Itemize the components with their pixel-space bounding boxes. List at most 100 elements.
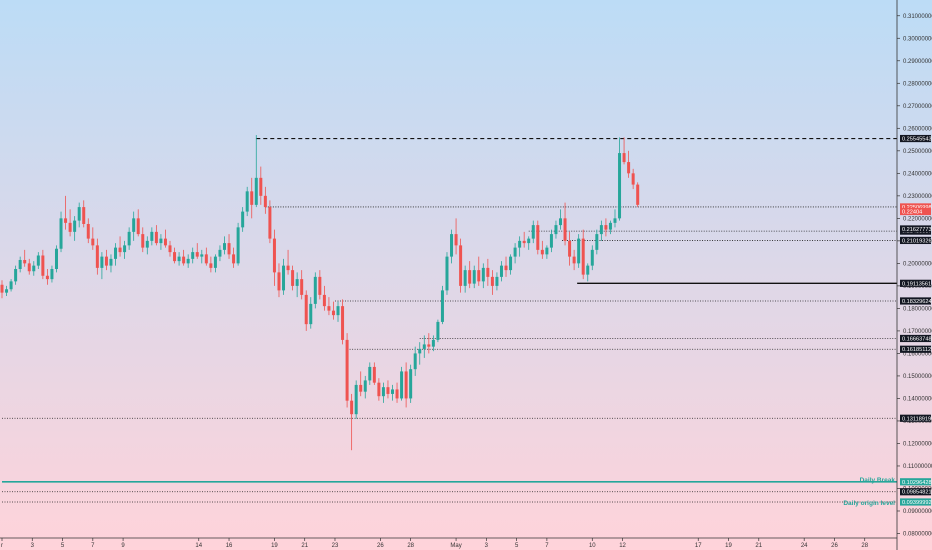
candle-body	[459, 245, 463, 286]
price-tag[interactable]	[900, 478, 931, 486]
candle-body	[95, 245, 99, 268]
candle-body	[445, 256, 449, 291]
price-tag[interactable]	[900, 236, 931, 245]
candle-body	[68, 222, 72, 232]
price-tag[interactable]	[900, 279, 931, 287]
price-tag-label: 0.16663748	[902, 336, 932, 342]
price-tag-label: 0.21627773	[902, 227, 932, 233]
candle-body	[145, 240, 149, 248]
price-tick-label: 0.30000000	[903, 36, 932, 42]
candle-body	[14, 269, 18, 282]
candle-body	[568, 240, 572, 257]
candle-body	[422, 344, 426, 349]
candle-body	[222, 243, 226, 250]
time-tick-label: 26	[831, 543, 838, 549]
time-tick-label: 7	[545, 543, 549, 549]
time-tick-label: 24	[801, 543, 808, 549]
candle-body	[177, 256, 181, 262]
price-tag-label: 0.16185112	[902, 347, 931, 353]
candle-body	[354, 384, 358, 415]
candle-body	[304, 294, 308, 325]
price-tag[interactable]	[900, 207, 931, 216]
candle-body	[350, 400, 354, 415]
time-axis[interactable]: r 3 5 7 9 14 16 19 21 23 26 28 May 3 5 7 10 12 17 19 21 24 26 2…	[1, 538, 869, 549]
price-tick-label: 0.15000000	[903, 374, 932, 380]
price-tag-label: 0.21019326	[902, 238, 932, 244]
candle-body	[331, 310, 335, 316]
time-tick-label: 26	[377, 543, 384, 549]
candle-body	[345, 339, 349, 401]
price-tick-label: 0.18000000	[903, 306, 932, 312]
candle-body	[241, 211, 245, 228]
candle-body	[0, 284, 4, 293]
candle-body	[454, 234, 458, 246]
candle-body	[440, 290, 444, 322]
price-tag-label: 0.22404	[902, 210, 922, 216]
time-tick-label: 21	[755, 543, 762, 549]
candle-body	[540, 249, 544, 255]
candle-body	[627, 162, 631, 174]
time-tick-label: 19	[725, 543, 732, 549]
candle-body	[286, 265, 290, 271]
candle-body	[504, 265, 508, 271]
candle-body	[322, 294, 326, 307]
candle-body	[313, 276, 317, 304]
candle-body	[54, 248, 58, 269]
price-tick-label: 0.23000000	[903, 194, 932, 200]
price-tag[interactable]	[900, 498, 931, 506]
price-tag[interactable]	[900, 297, 931, 305]
candle-body	[577, 238, 581, 264]
candle-body	[254, 177, 258, 205]
time-tick-label: 5	[515, 543, 519, 549]
levels-layer	[2, 137, 897, 503]
candle-body	[468, 270, 472, 284]
candle-body	[409, 369, 413, 399]
candle-body	[295, 279, 299, 286]
candle-body	[114, 247, 118, 259]
price-tag[interactable]	[900, 488, 931, 496]
candle-body	[390, 389, 394, 394]
time-tick-label: 5	[61, 543, 65, 549]
price-tick-label: 0.29000000	[903, 59, 932, 65]
candle-body	[204, 254, 208, 264]
candle-body	[636, 184, 640, 205]
candle-body	[431, 339, 435, 347]
candle-body	[377, 382, 381, 397]
candle-body	[91, 238, 95, 246]
price-tag-label: 0.25545543	[902, 137, 932, 143]
price-tag[interactable]	[900, 225, 931, 233]
price-tag-label: 0.18329624	[902, 299, 932, 305]
candle-body	[268, 207, 272, 239]
candle-body	[227, 243, 231, 255]
candle-body	[477, 270, 481, 282]
price-tick-label: 0.27000000	[903, 104, 932, 110]
candle-body	[159, 238, 163, 244]
price-tag[interactable]	[900, 414, 931, 422]
candle-body	[513, 247, 517, 257]
candle-body	[318, 276, 322, 295]
price-tag[interactable]	[900, 334, 931, 343]
daily-origin-label: Daily origin level	[843, 500, 895, 507]
price-tick-label: 0.25000000	[903, 149, 932, 155]
price-tick-label: 0.17000000	[903, 329, 932, 335]
time-tick-label: 12	[619, 543, 626, 549]
candle-body	[182, 256, 186, 264]
price-tick-label: 0.12000000	[903, 441, 932, 447]
candle-body	[263, 195, 267, 208]
candle-body	[86, 223, 90, 239]
candle-body	[436, 321, 440, 340]
candle-body	[209, 263, 213, 268]
candle-body	[36, 255, 40, 266]
candle-body	[554, 225, 558, 235]
candle-body	[427, 344, 431, 347]
price-tag[interactable]	[900, 134, 931, 143]
time-tick-label: 19	[271, 543, 278, 549]
candle-body	[173, 252, 177, 262]
price-tag[interactable]	[900, 345, 931, 353]
price-tick-label: 0.16000000	[903, 351, 932, 357]
time-tick-label: May	[450, 543, 461, 549]
candle-body	[45, 275, 49, 280]
candle-body	[486, 267, 490, 277]
candle-body	[191, 252, 195, 259]
price-tag[interactable]	[900, 203, 931, 211]
